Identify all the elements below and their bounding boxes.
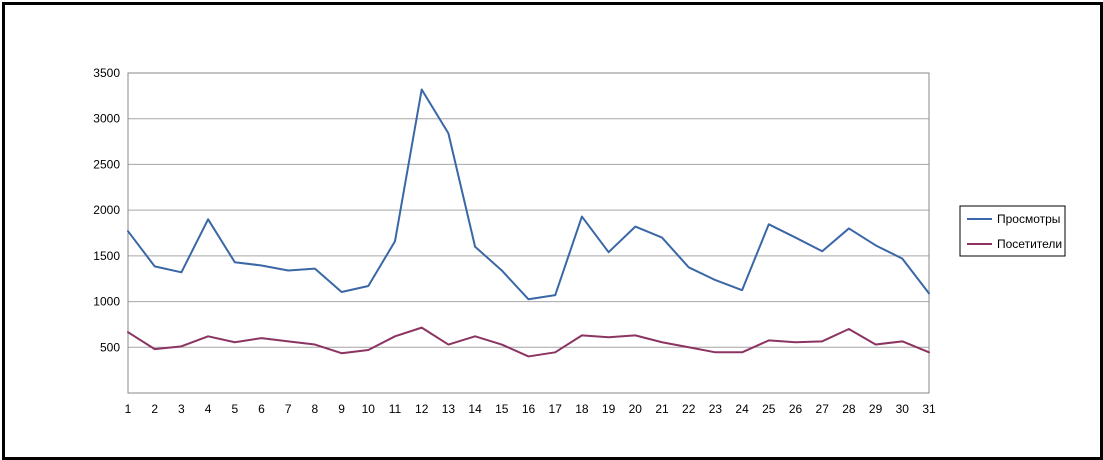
plot-area-border bbox=[127, 72, 930, 394]
x-tick-label: 31 bbox=[922, 402, 936, 416]
x-tick-label: 9 bbox=[338, 402, 345, 416]
y-tick-label: 3500 bbox=[93, 66, 120, 80]
x-tick-label: 28 bbox=[842, 402, 856, 416]
x-tick-label: 18 bbox=[575, 402, 589, 416]
y-tick-label: 2000 bbox=[93, 203, 120, 217]
y-tick-label: 3000 bbox=[93, 112, 120, 126]
x-tick-label: 13 bbox=[442, 402, 456, 416]
legend-label-1: Посетители bbox=[997, 237, 1062, 251]
legend-label-0: Просмотры bbox=[997, 212, 1060, 226]
x-tick-label: 23 bbox=[709, 402, 723, 416]
x-tick-label: 12 bbox=[415, 402, 429, 416]
series-line-0 bbox=[127, 88, 930, 301]
series-lines bbox=[127, 88, 930, 358]
x-tick-label: 2 bbox=[151, 402, 158, 416]
x-tick-label: 26 bbox=[789, 402, 803, 416]
x-tick-label: 3 bbox=[178, 402, 185, 416]
x-tick-label: 6 bbox=[258, 402, 265, 416]
x-tick-label: 25 bbox=[762, 402, 776, 416]
x-tick-label: 27 bbox=[816, 402, 830, 416]
x-tick-label: 20 bbox=[629, 402, 643, 416]
x-tick-label: 29 bbox=[869, 402, 883, 416]
x-tick-label: 30 bbox=[896, 402, 910, 416]
x-tick-label: 10 bbox=[362, 402, 376, 416]
x-tick-label: 22 bbox=[682, 402, 696, 416]
x-tick-label: 14 bbox=[468, 402, 482, 416]
x-tick-label: 15 bbox=[495, 402, 509, 416]
x-tick-label: 5 bbox=[231, 402, 238, 416]
axes bbox=[127, 72, 930, 394]
x-tick-label: 8 bbox=[312, 402, 319, 416]
x-tick-label: 1 bbox=[125, 402, 132, 416]
x-tick-label: 7 bbox=[285, 402, 292, 416]
gridlines bbox=[128, 72, 929, 348]
x-tick-label: 19 bbox=[602, 402, 616, 416]
legend-box bbox=[959, 205, 1066, 257]
y-tick-label: 2500 bbox=[93, 157, 120, 171]
x-tick-label: 16 bbox=[522, 402, 536, 416]
y-tick-label: 1500 bbox=[93, 249, 120, 263]
x-tick-label: 17 bbox=[549, 402, 563, 416]
x-tick-label: 24 bbox=[735, 402, 749, 416]
x-tick-label: 21 bbox=[655, 402, 669, 416]
x-tick-label: 11 bbox=[389, 402, 402, 416]
series-line-1 bbox=[127, 326, 930, 358]
legend: Просмотры Посетители bbox=[959, 205, 1066, 257]
y-tick-label: 1000 bbox=[93, 295, 120, 309]
x-tick-label: 4 bbox=[205, 402, 212, 416]
y-tick-label: 500 bbox=[100, 340, 120, 354]
